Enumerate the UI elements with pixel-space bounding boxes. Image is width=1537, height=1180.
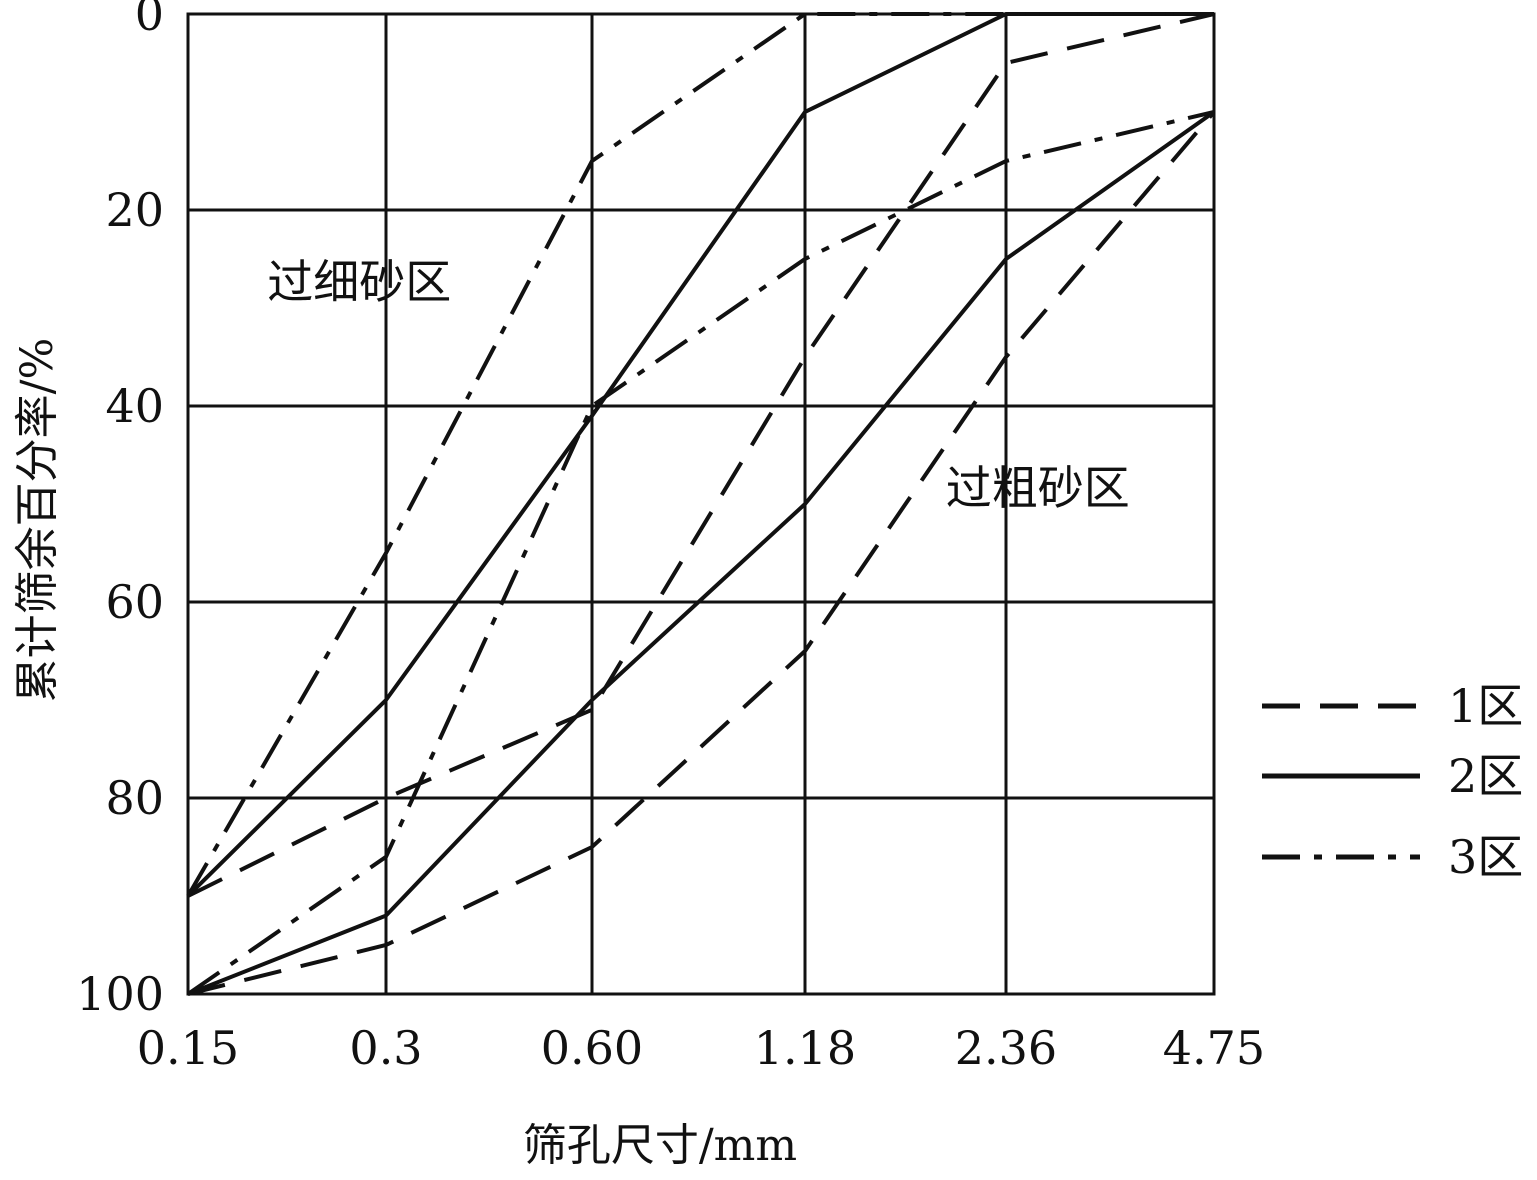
series-line-dashdot-upper: [186, 12, 1214, 897]
y-tick-label: 20: [105, 183, 164, 237]
series-lines: [186, 12, 1216, 996]
series-line-dashdot-lower: [186, 110, 1215, 996]
grid: [186, 12, 1216, 996]
x-tick-label: 0.3: [349, 1021, 422, 1075]
x-tick-label: 0.15: [137, 1021, 239, 1075]
x-tick-label: 2.36: [955, 1021, 1057, 1075]
y-tick-label: 60: [105, 575, 164, 629]
legend-label-zone-2: 2区: [1448, 749, 1523, 803]
y-tick-label: 80: [105, 771, 164, 825]
coarse-sand-zone-label: 过粗砂区: [946, 461, 1130, 515]
x-axis-title: 筛孔尺寸/mm: [523, 1120, 797, 1171]
legend-label-zone-3: 3区: [1448, 830, 1523, 884]
y-axis-title: 累计筛余百分率/%: [12, 338, 63, 703]
legend: 1区 2区 3区: [1262, 679, 1523, 884]
fine-sand-zone-label: 过细砂区: [267, 255, 451, 309]
series-line-dashed-lower: [187, 110, 1216, 996]
series-line-dashed-upper: [187, 12, 1215, 898]
y-tick-label: 40: [105, 379, 164, 433]
legend-label-zone-1: 1区: [1448, 679, 1523, 733]
plot-frame: [186, 12, 1216, 996]
y-tick-label: 100: [76, 967, 164, 1021]
series-line-solid-lower: [187, 110, 1216, 996]
x-tick-label: 4.75: [1163, 1021, 1265, 1075]
tick-labels: 0.15 0.3 0.60 1.18 2.36 4.75 0 20 40 60 80 100: [76, 0, 1265, 1075]
y-tick-label: 0: [135, 0, 164, 41]
x-tick-label: 0.60: [541, 1021, 643, 1075]
x-tick-label: 1.18: [754, 1021, 856, 1075]
